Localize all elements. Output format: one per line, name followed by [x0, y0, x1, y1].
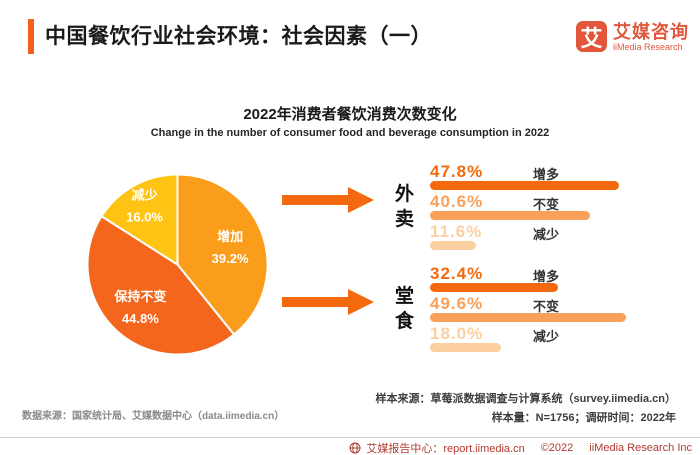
- iimedia-logo-icon: 艾: [576, 21, 607, 52]
- logo-name-en: iiMedia Research: [613, 41, 683, 52]
- stat-value: 18.0%: [430, 324, 484, 343]
- stat-row-header: 47.8% 增多: [430, 162, 694, 182]
- stat-value: 11.6%: [430, 222, 483, 241]
- stat-row: 49.6% 不变: [430, 294, 694, 322]
- stat-row-header: 32.4% 增多: [430, 264, 694, 284]
- page-title: 中国餐饮行业社会环境：社会因素（一）: [45, 25, 432, 48]
- chart-subtitle: Change in the number of consumer food an…: [150, 127, 550, 139]
- stat-bar: [430, 283, 558, 292]
- logo-glyph: 艾: [580, 25, 603, 51]
- stat-row-header: 18.0% 减少: [430, 324, 694, 344]
- sample-info-note: 样本量：N=1756；调研时间：2022年: [491, 412, 676, 424]
- footer-company: iiMedia Research Inc: [589, 442, 692, 454]
- data-source-note: 数据来源：国家统计局、艾媒数据中心（data.iimedia.cn）: [22, 411, 285, 422]
- stat-group-dinein: 堂食 32.4% 增多 49.6% 不变 18.0% 减少: [394, 264, 694, 354]
- logo-name-cn: 艾媒咨询: [613, 21, 689, 42]
- title-accent-bar: [28, 19, 34, 54]
- stat-row: 40.6% 不变: [430, 192, 694, 220]
- stat-bar: [430, 181, 619, 190]
- stat-category-label: 增多: [533, 167, 560, 182]
- pie-slice-label: 减少 16.0%: [126, 188, 163, 225]
- logo-text: 艾媒咨询 iiMedia Research: [613, 22, 689, 52]
- group-label-dinein: 堂食: [394, 286, 414, 332]
- pie-slice: [176, 173, 269, 336]
- globe-icon: [349, 442, 361, 454]
- stat-row-header: 11.6% 减少: [430, 222, 694, 242]
- stat-value: 47.8%: [430, 162, 484, 181]
- stat-row-header: 40.6% 不变: [430, 192, 694, 212]
- pie-slice: [100, 173, 179, 266]
- stat-rows: 32.4% 增多 49.6% 不变 18.0% 减少: [430, 264, 694, 352]
- footer-divider: [0, 437, 700, 438]
- stat-bar: [430, 211, 591, 220]
- pie-slice-label: 保持不变 44.8%: [113, 289, 166, 326]
- pie-chart: 增加 39.2% 保持不变 44.8% 减少 16.0%: [86, 173, 269, 356]
- stat-bar: [430, 313, 626, 322]
- stat-category-label: 不变: [533, 299, 560, 314]
- pie-slice-label: 增加 39.2%: [212, 229, 249, 266]
- footer: 艾媒报告中心：report.iimedia.cn ©2022 iiMedia R…: [349, 440, 692, 455]
- stat-row: 18.0% 减少: [430, 324, 694, 352]
- stat-row: 32.4% 增多: [430, 264, 694, 292]
- sample-source-note: 样本来源：草莓派数据调查与计算系统（survey.iimedia.cn）: [375, 393, 676, 405]
- stat-row: 11.6% 减少: [430, 222, 694, 250]
- stat-category-label: 减少: [533, 329, 560, 344]
- stat-category-label: 不变: [533, 197, 560, 212]
- sample-notes: 样本来源：草莓派数据调查与计算系统（survey.iimedia.cn） 样本量…: [375, 390, 676, 428]
- group-label-takeout: 外卖: [394, 184, 414, 230]
- stat-row: 47.8% 增多: [430, 162, 694, 190]
- chart-title: 2022年消费者餐饮消费次数变化: [243, 106, 457, 123]
- arrow-right-icon: [282, 187, 374, 213]
- footer-report-center: 艾媒报告中心：report.iimedia.cn: [366, 443, 525, 455]
- stat-row-header: 49.6% 不变: [430, 294, 694, 314]
- footer-copyright: ©2022: [540, 442, 574, 454]
- arrow-right-icon: [282, 289, 374, 315]
- stat-rows: 47.8% 增多 40.6% 不变 11.6% 减少: [430, 162, 694, 250]
- stat-value: 49.6%: [430, 294, 484, 313]
- stat-bar: [430, 241, 476, 250]
- stat-category-label: 增多: [533, 269, 560, 284]
- iimedia-logo: 艾 艾媒咨询 iiMedia Research: [576, 21, 689, 52]
- pie-slice: [86, 215, 235, 356]
- stat-category-label: 减少: [533, 227, 560, 242]
- stat-group-takeout: 外卖 47.8% 增多 40.6% 不变 11.6% 减少: [394, 162, 694, 252]
- stat-value: 32.4%: [430, 264, 484, 283]
- stat-bar: [430, 343, 502, 352]
- stat-value: 40.6%: [430, 192, 484, 211]
